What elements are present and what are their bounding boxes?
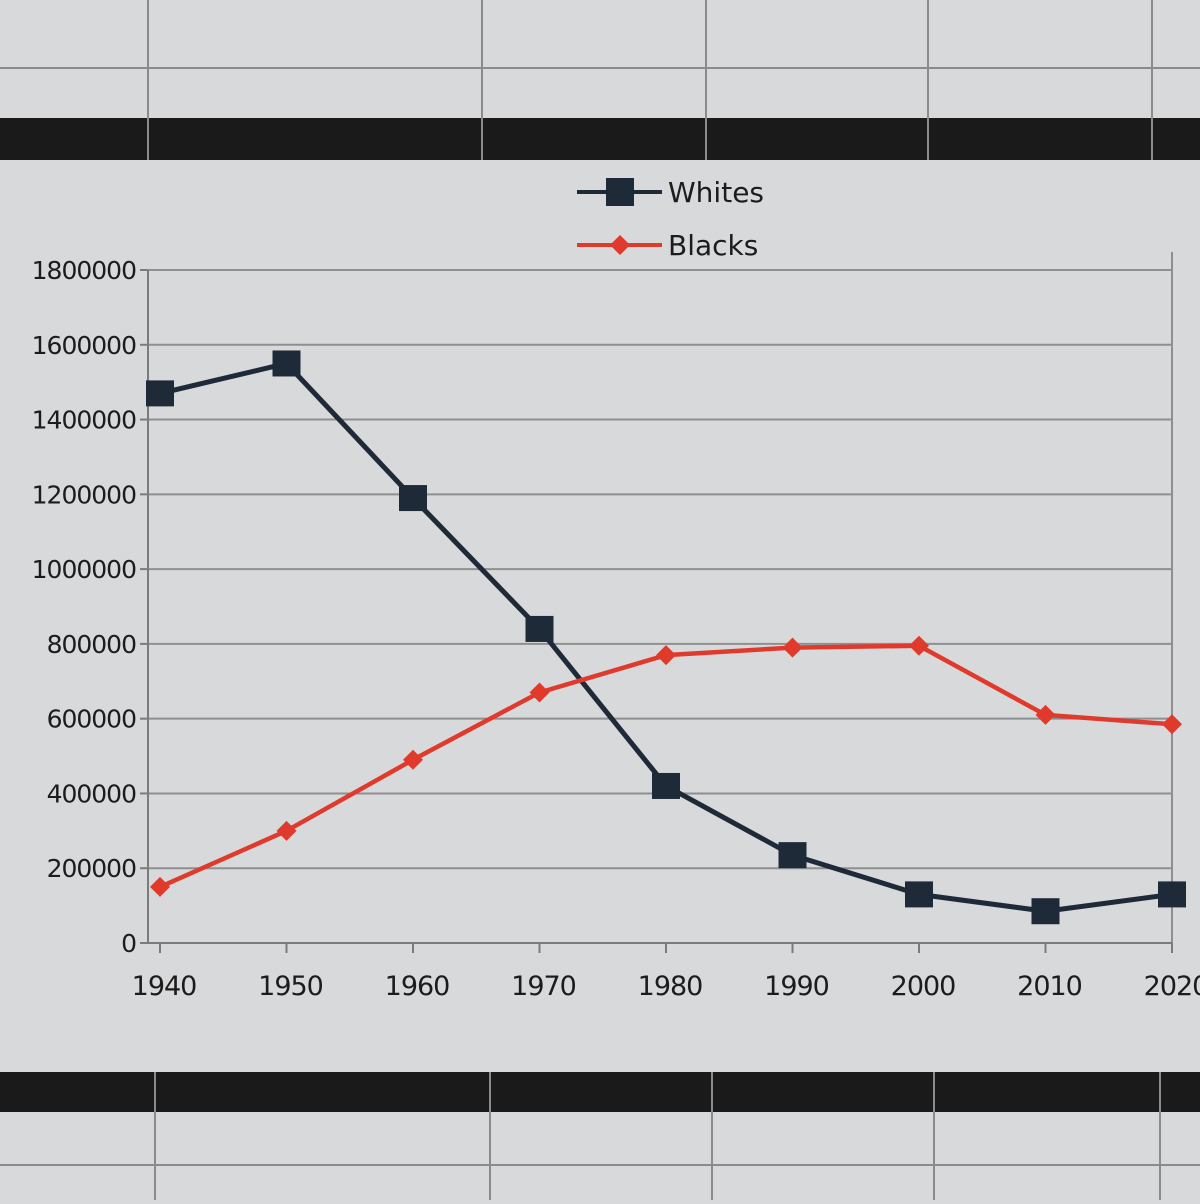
black-row-band-top [0,118,1200,160]
data-point-blacks [1162,714,1182,735]
y-tick-label: 800000 [47,630,137,659]
x-axis-tick-labels: 1940 1950 1960 1970 1980 1990 2000 2010 2020 [132,943,1200,1002]
y-tick-label: 600000 [47,705,137,734]
x-tick-label: 2010 [1017,971,1082,1002]
data-point-whites [146,380,174,407]
series-blacks [150,635,1182,897]
data-point-whites [399,485,427,512]
legend-item-whites: Whites [577,176,764,209]
data-point-blacks [529,682,550,703]
x-tick-label: 1950 [258,971,323,1002]
x-tick-label: 1990 [764,971,829,1002]
black-row-band-bottom [0,1072,1200,1112]
data-point-whites [652,772,680,799]
data-point-blacks [656,645,676,666]
y-tick-label: 1200000 [32,480,136,509]
legend-square-marker-icon [606,178,634,206]
legend-diamond-marker-icon [610,235,630,255]
y-tick-label: 200000 [47,854,137,883]
y-tick-label: 1000000 [32,555,136,584]
data-point-blacks [909,635,929,656]
data-point-whites [525,615,554,642]
chart-legend: Whites Blacks [577,176,764,262]
data-point-blacks [403,749,423,770]
x-tick-label: 2020 [1144,971,1200,1002]
y-tick-label: 400000 [47,779,137,808]
chart-series [146,350,1186,925]
data-point-whites [1158,881,1186,908]
data-point-blacks [782,637,803,658]
x-tick-label: 1980 [638,971,703,1002]
series-whites [146,350,1186,925]
y-tick-label: 1400000 [32,406,136,435]
data-point-whites [778,842,807,869]
y-tick-label: 1600000 [32,331,136,360]
data-point-blacks [1035,704,1056,725]
y-tick-label: 1800000 [32,256,136,285]
data-point-blacks [150,876,170,897]
legend-label-whites: Whites [668,176,764,209]
x-tick-label: 1960 [385,971,450,1002]
legend-item-blacks: Blacks [577,229,758,262]
y-tick-label: 0 [121,929,136,958]
x-tick-label: 2000 [891,971,956,1002]
legend-label-blacks: Blacks [668,229,758,262]
data-point-blacks [276,820,297,841]
data-point-whites [272,350,301,377]
x-tick-label: 1940 [132,971,197,1002]
x-tick-label: 1970 [511,971,576,1002]
y-axis-tick-labels: 0 200000 400000 600000 800000 1000000 1200000 1… [32,256,137,958]
data-point-whites [905,881,933,908]
data-point-whites [1031,898,1060,925]
